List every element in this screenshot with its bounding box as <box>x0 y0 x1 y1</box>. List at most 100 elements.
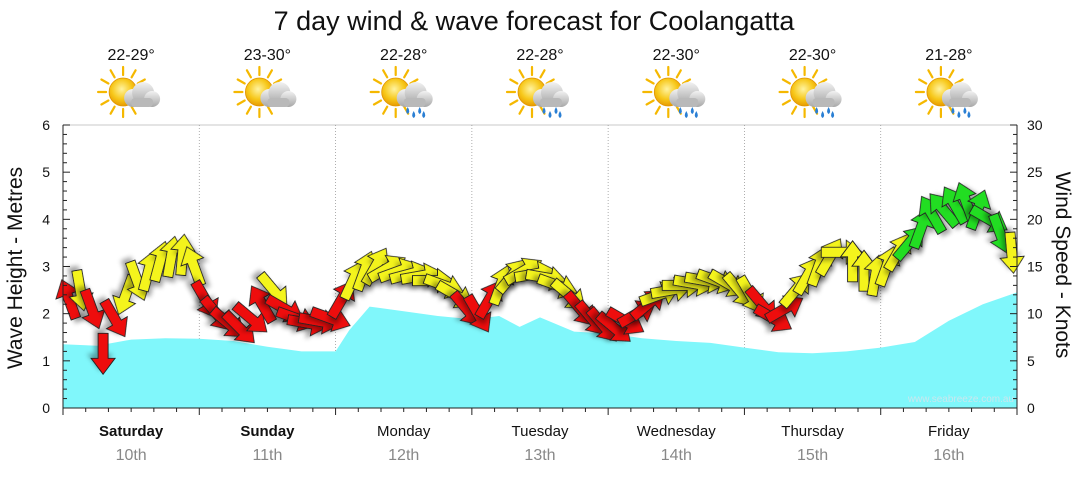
left-tick-label: 1 <box>42 353 50 369</box>
right-tick-label: 15 <box>1027 259 1043 275</box>
rain-drop <box>957 111 961 118</box>
sun-cloud-rain-icon <box>505 65 569 119</box>
chart-title: 7 day wind & wave forecast for Coolangat… <box>274 6 796 36</box>
wind-arrow <box>248 285 278 325</box>
sun-ray <box>266 105 273 115</box>
day-temp-range: 23-30° <box>244 47 291 64</box>
day-name-label: Saturday <box>99 423 164 440</box>
sun-cloud-rain-icon <box>369 65 433 119</box>
sun-ray <box>811 69 819 79</box>
sun-ray <box>100 78 110 85</box>
cloud-shape <box>669 82 706 107</box>
watermark: www.seabreeze.com.au <box>907 394 1014 405</box>
sun-ray <box>918 99 928 106</box>
sun-ray <box>109 105 116 115</box>
wind-arrow <box>90 332 116 376</box>
rain-drop <box>831 111 835 118</box>
sun-cloud-rain-icon <box>914 65 978 119</box>
day-temp-range: 22-30° <box>789 47 836 64</box>
sun-ray <box>509 78 519 85</box>
sun-ray <box>654 69 661 79</box>
rain-drop <box>554 107 558 114</box>
left-axis-title: Wave Height - Metres <box>4 167 27 369</box>
day-temp-range: 22-28° <box>380 47 427 64</box>
sun-ray <box>781 78 791 85</box>
day-name-label: Tuesday <box>512 423 569 440</box>
rain-drop <box>412 111 416 118</box>
sun-cloud-icon <box>233 65 297 119</box>
rain-drop <box>690 107 694 114</box>
rain-drop <box>548 111 552 118</box>
cloud-shape <box>260 82 297 107</box>
sun-ray <box>927 105 934 115</box>
day-temp-range: 22-29° <box>107 47 154 64</box>
sun-cloud-rain-icon <box>778 65 842 119</box>
sun-ray <box>236 99 246 106</box>
day-temp-range: 22-30° <box>653 47 700 64</box>
wind-arrow <box>99 297 128 338</box>
left-tick-label: 3 <box>42 259 50 275</box>
rain-drop <box>694 111 698 118</box>
day-name-label: Sunday <box>240 423 295 440</box>
cloud-shape <box>396 82 433 107</box>
axes: 0 1 2 3 4 5 6 0 5 10 15 20 25 30 <box>42 117 1043 416</box>
right-tick-label: 20 <box>1027 211 1043 227</box>
right-tick-label: 0 <box>1027 400 1035 416</box>
wind-arrows <box>55 181 1025 376</box>
rain-drop <box>815 107 819 114</box>
wind-arrow <box>908 208 935 250</box>
rain-drop <box>967 111 971 118</box>
sun-ray <box>245 69 252 79</box>
day-labels: Saturday 10th Sunday 11th Monday 12th Tuesday 1… <box>99 423 970 464</box>
day-date-label: 11th <box>252 447 282 464</box>
right-tick-label: 25 <box>1027 164 1043 180</box>
sun-ray <box>781 99 791 106</box>
sun-ray <box>130 105 137 115</box>
left-tick-label: 6 <box>42 117 50 133</box>
day-date-label: 14th <box>661 447 692 464</box>
rain-drop <box>422 111 426 118</box>
day-date-label: 12th <box>388 447 419 464</box>
cloud-shape <box>805 82 842 107</box>
day-forecast-header: 22-29° 23-30° 22-28° 22-28° 22-30° 22-30° 21-2… <box>97 47 978 119</box>
sun-ray <box>382 69 389 79</box>
sun-ray <box>518 105 525 115</box>
wind-arrow <box>999 231 1025 274</box>
rain-drop <box>827 107 831 114</box>
sun-cloud-icon <box>97 65 161 119</box>
sun-ray <box>100 99 110 106</box>
sun-ray <box>109 69 116 79</box>
rain-drop <box>963 107 967 114</box>
left-tick-label: 5 <box>42 164 50 180</box>
sun-ray <box>790 69 798 79</box>
rain-drop <box>542 107 546 114</box>
day-date-label: 16th <box>933 447 964 464</box>
sun-ray <box>948 69 955 79</box>
sun-ray <box>236 78 246 85</box>
day-name-label: Monday <box>377 423 431 440</box>
right-axis-title: Wind Speed - Knots <box>1051 172 1074 359</box>
cloud-shape <box>941 82 978 107</box>
right-tick-label: 5 <box>1027 353 1035 369</box>
rain-drop <box>558 111 562 118</box>
day-date-label: 10th <box>116 447 147 464</box>
rain-drop <box>406 107 410 114</box>
sun-ray <box>372 78 383 85</box>
sun-ray <box>675 69 682 79</box>
sun-ray <box>645 78 655 85</box>
day-date-label: 13th <box>524 447 555 464</box>
day-temp-range: 21-28° <box>925 47 972 64</box>
right-tick-label: 10 <box>1027 306 1043 322</box>
sun-cloud-rain-icon <box>642 65 706 119</box>
sun-ray <box>645 99 655 106</box>
sun-ray <box>790 105 798 115</box>
wave-height-area <box>63 292 1017 408</box>
left-tick-label: 0 <box>42 400 50 416</box>
left-tick-label: 2 <box>42 306 50 322</box>
rain-drop <box>951 107 955 114</box>
cloud-shape <box>124 82 161 107</box>
sun-ray <box>266 69 273 79</box>
day-name-label: Wednesday <box>637 423 716 440</box>
